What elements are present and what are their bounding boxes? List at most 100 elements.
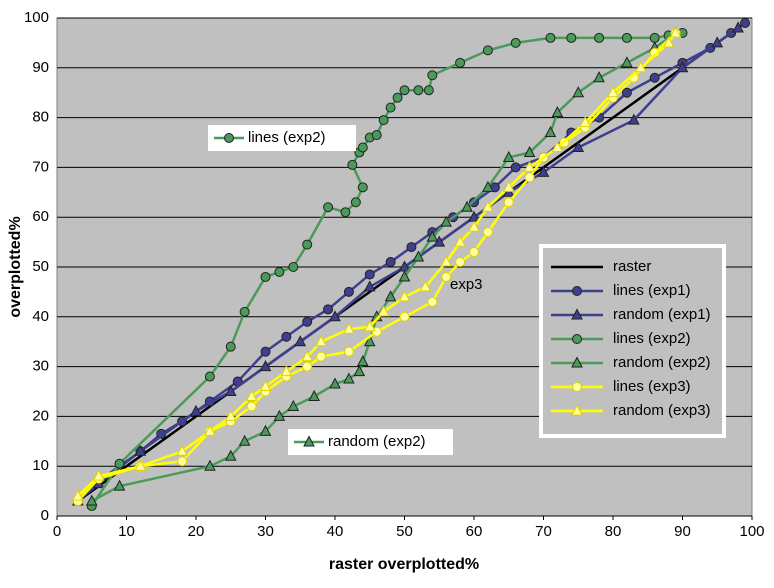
data-point: [302, 316, 313, 327]
data-point: [280, 365, 293, 377]
legend-marker: [572, 382, 582, 392]
data-point: [343, 322, 355, 334]
data-point: [482, 227, 493, 238]
data-point: [85, 494, 98, 506]
data-point: [406, 242, 417, 253]
x-tick-label: 100: [739, 523, 764, 540]
y-tick-label: 20: [32, 407, 49, 424]
data-point: [537, 165, 550, 177]
data-point: [113, 479, 126, 491]
y-tick-label: 100: [24, 9, 49, 26]
data-point: [427, 70, 438, 81]
legend-marker: [572, 286, 582, 296]
data-point: [363, 335, 376, 347]
y-tick-label: 80: [32, 109, 49, 126]
data-point: [628, 113, 640, 125]
data-point: [92, 469, 105, 481]
data-point: [176, 444, 188, 456]
legend-label: random (exp3): [613, 402, 711, 419]
data-point: [274, 266, 285, 277]
data-point: [566, 32, 577, 43]
y-tick-label: 60: [32, 208, 49, 225]
legend-label: random (exp1): [613, 306, 711, 323]
y-tick-label: 70: [32, 158, 49, 175]
data-point: [323, 304, 334, 315]
data-point: [259, 379, 272, 392]
data-point: [502, 150, 515, 162]
data-point: [503, 197, 514, 208]
data-point: [364, 269, 375, 280]
data-point: [225, 341, 236, 352]
data-point: [440, 215, 453, 227]
y-tick-label: 50: [32, 258, 49, 275]
data-point: [363, 320, 376, 332]
data-point: [204, 424, 216, 436]
data-point: [732, 21, 744, 33]
data-point: [224, 409, 237, 421]
data-point: [551, 140, 564, 152]
series-line: [76, 32, 677, 502]
data-point: [177, 456, 188, 467]
data-point: [350, 197, 361, 208]
data-point: [455, 257, 466, 268]
legend-label: raster: [613, 258, 651, 275]
data-point: [329, 310, 341, 322]
x-tick-label: 70: [535, 523, 552, 540]
y-tick-label: 0: [41, 507, 49, 524]
data-point: [378, 115, 389, 126]
data-point: [287, 399, 300, 411]
data-point: [377, 305, 390, 317]
data-point: [398, 290, 411, 302]
data-point: [455, 57, 466, 68]
data-point: [572, 140, 585, 152]
data-point: [607, 86, 619, 98]
data-point: [371, 130, 382, 141]
data-point: [419, 280, 432, 292]
data-point: [523, 160, 536, 172]
data-point: [190, 404, 202, 416]
data-point: [301, 350, 314, 362]
data-point: [454, 235, 466, 247]
x-tick-label: 50: [396, 523, 413, 540]
data-point: [662, 36, 675, 48]
data-point: [357, 142, 368, 153]
data-point: [740, 17, 751, 28]
data-point: [510, 162, 521, 173]
data-point: [245, 389, 258, 401]
data-point: [461, 200, 473, 212]
data-point: [353, 365, 366, 377]
x-tick-label: 0: [53, 523, 61, 540]
data-point: [634, 61, 647, 73]
data-point: [260, 346, 271, 357]
data-point: [134, 459, 147, 471]
data-point: [711, 36, 724, 48]
data-point: [392, 92, 403, 103]
data-point: [423, 85, 434, 96]
data-point: [482, 180, 494, 192]
data-point: [302, 361, 313, 372]
legend-box: [539, 244, 726, 438]
legend-marker: [572, 334, 582, 344]
data-point: [545, 32, 556, 43]
y-tick-label: 40: [32, 308, 49, 325]
data-point: [427, 296, 438, 307]
series-line: [76, 32, 677, 497]
annotation-marker: [224, 133, 234, 143]
y-axis-title: overplotted%: [7, 216, 24, 317]
data-point: [551, 106, 564, 118]
data-point: [441, 271, 452, 282]
x-tick-label: 60: [466, 523, 483, 540]
data-point: [572, 86, 585, 98]
annotation: exp3: [450, 276, 483, 293]
legend-label: lines (exp1): [613, 282, 691, 299]
data-point: [399, 311, 410, 322]
data-point: [343, 286, 354, 297]
data-point: [238, 434, 251, 446]
data-point: [315, 335, 327, 347]
data-point: [363, 280, 376, 292]
data-point: [649, 72, 660, 83]
data-point: [621, 56, 633, 68]
data-point: [356, 355, 369, 367]
data-point: [246, 401, 257, 412]
